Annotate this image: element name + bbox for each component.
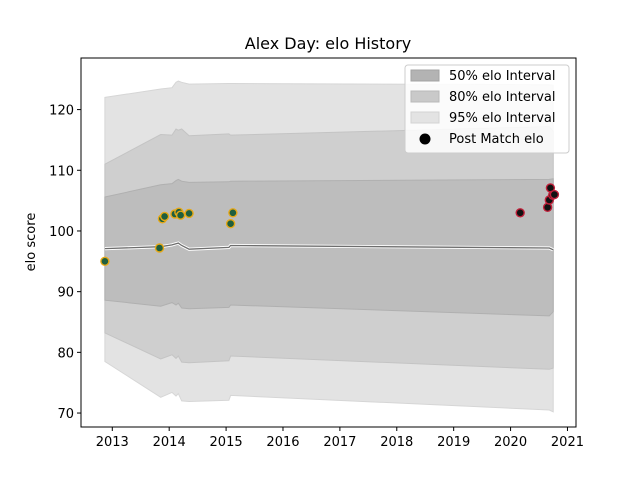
post-match-elo-point-0 (100, 256, 110, 266)
legend-marker-post-match (419, 133, 431, 145)
chart-title: Alex Day: elo History (245, 34, 412, 53)
y-tick-label-90: 90 (57, 286, 74, 301)
x-tick-label-2018: 2018 (380, 435, 413, 450)
legend-swatch-95 (410, 111, 440, 124)
y-tick-label-120: 120 (49, 104, 74, 119)
legend-swatch-80 (410, 90, 440, 103)
post-match-elo-point-6 (175, 210, 186, 220)
y-tick-label-70: 70 (57, 407, 74, 422)
legend: 50% elo Interval 80% elo Interval 95% el… (404, 64, 570, 154)
legend-label-95: 95% elo Interval (449, 111, 556, 126)
post-match-elo-point-10 (515, 208, 525, 218)
y-tick-label-110: 110 (49, 164, 74, 179)
post-match-elo-point-15 (549, 189, 560, 200)
x-tick-label-2015: 2015 (210, 435, 243, 450)
post-match-elo-point-8 (225, 218, 236, 229)
y-tick-label-100: 100 (49, 225, 74, 240)
x-tick-label-2013: 2013 (96, 435, 129, 450)
x-tick-label-2021: 2021 (551, 435, 584, 450)
x-tick-label-2014: 2014 (153, 435, 186, 450)
y-axis-label: elo score (24, 213, 39, 272)
legend-box (404, 64, 570, 154)
y-axis: 70 80 90 100 110 120 (49, 104, 81, 422)
post-match-elo-point-9 (228, 208, 238, 218)
y-tick-label-80: 80 (57, 346, 74, 361)
post-match-elo-point-7 (184, 208, 194, 219)
x-tick-label-2016: 2016 (266, 435, 299, 450)
post-match-elo-point-3 (159, 211, 170, 222)
axes-frame (80, 57, 577, 428)
plot-area (100, 80, 560, 413)
x-tick-label-2020: 2020 (494, 435, 527, 450)
legend-swatch-50 (410, 69, 440, 82)
post-match-elo-point-1 (154, 243, 165, 253)
legend-label-80: 80% elo Interval (449, 90, 556, 105)
legend-label-post-match: Post Match elo (449, 132, 544, 147)
x-tick-label-2017: 2017 (323, 435, 356, 450)
legend-label-50: 50% elo Interval (449, 69, 556, 84)
x-axis: 2013 2014 2015 2016 2017 2018 2019 2020 2021 (96, 427, 584, 450)
mean-elo-line (104, 242, 554, 251)
x-tick-label-2019: 2019 (437, 435, 470, 450)
